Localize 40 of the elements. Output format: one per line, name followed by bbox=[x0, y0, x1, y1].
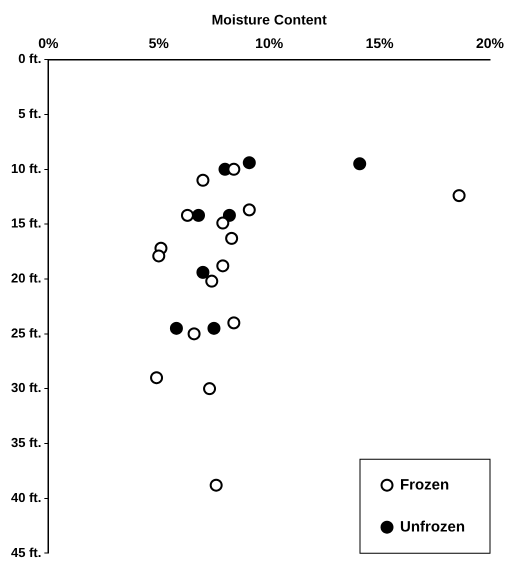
y-tick-label: 35 ft. bbox=[11, 435, 42, 450]
legend-label: Unfrozen bbox=[400, 518, 465, 536]
point bbox=[242, 156, 256, 170]
x-tick-label: 20% bbox=[476, 35, 505, 52]
point bbox=[353, 157, 366, 170]
point bbox=[180, 208, 194, 222]
y-tick-label: 0 ft. bbox=[18, 51, 42, 66]
point bbox=[452, 189, 466, 202]
y-tick-label: 25 ft. bbox=[11, 325, 42, 340]
point bbox=[150, 371, 164, 384]
point bbox=[196, 174, 210, 187]
y-tick-label: 30 ft. bbox=[11, 380, 42, 396]
point bbox=[196, 266, 210, 279]
point bbox=[203, 382, 216, 396]
y-tick-label: 5 ft. bbox=[18, 106, 42, 122]
point bbox=[227, 162, 240, 176]
x-tick-label: 0% bbox=[38, 35, 60, 52]
point bbox=[170, 322, 183, 335]
point bbox=[152, 249, 166, 262]
y-tick-label: 40 ft. bbox=[11, 490, 42, 505]
point bbox=[242, 203, 256, 216]
point bbox=[192, 208, 206, 222]
point bbox=[216, 216, 230, 230]
point bbox=[225, 232, 238, 245]
x-tick-label: 15% bbox=[366, 35, 394, 52]
point bbox=[188, 327, 201, 340]
x-tick-label: 10% bbox=[255, 35, 284, 52]
point bbox=[222, 208, 236, 222]
point bbox=[207, 322, 220, 335]
point bbox=[216, 259, 230, 272]
point bbox=[205, 274, 218, 288]
y-tick-label: 45 ft. bbox=[11, 544, 42, 560]
y-tick-label: 10 ft. bbox=[11, 160, 42, 176]
legend-label: Frozen bbox=[400, 476, 450, 494]
y-tick-label: 15 ft. bbox=[11, 216, 42, 231]
point bbox=[210, 478, 223, 492]
y-tick-label: 20 ft. bbox=[11, 270, 42, 286]
x-axis-title: Moisture Content bbox=[212, 11, 328, 28]
point bbox=[227, 316, 240, 330]
x-tick-label: 5% bbox=[148, 35, 170, 52]
